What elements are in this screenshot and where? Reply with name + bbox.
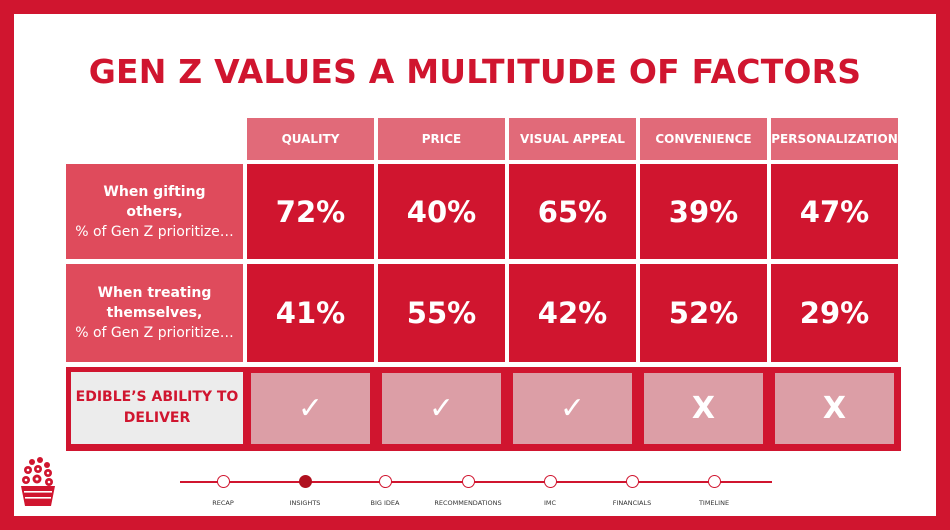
column-header-personalization: PERSONALIZATION	[771, 118, 898, 160]
timeline-step-insights[interactable]	[299, 475, 312, 488]
value-cell: 40%	[378, 164, 505, 259]
timeline-step-big-idea[interactable]	[379, 475, 392, 488]
x-mark-icon: X	[775, 373, 894, 444]
check-mark-icon: ✓	[382, 373, 501, 444]
timeline-step-recap[interactable]	[217, 475, 230, 488]
timeline-step-imc[interactable]	[544, 475, 557, 488]
check-mark-icon: ✓	[513, 373, 632, 444]
value-cell: 55%	[378, 264, 505, 362]
timeline-label-timeline: TIMELINE	[698, 499, 730, 507]
slide-title: GEN Z VALUES A MULTITUDE OF FACTORS	[88, 52, 862, 91]
row-label-gifting: When gifting others, % of Gen Z prioriti…	[66, 164, 243, 259]
row-label-bold: When gifting others,	[103, 183, 206, 220]
value-cell: 39%	[640, 164, 767, 259]
column-header-convenience: CONVENIENCE	[640, 118, 767, 160]
value-cell: 41%	[247, 264, 374, 362]
timeline-step-timeline[interactable]	[708, 475, 721, 488]
timeline-label-big-idea: BIG IDEA	[370, 499, 400, 507]
column-header-quality: QUALITY	[247, 118, 374, 160]
timeline-label-recommendations: RECOMMENDATIONS	[434, 499, 502, 507]
timeline-label-insights: INSIGHTS	[289, 499, 321, 507]
row-label-regular: % of Gen Z prioritize…	[75, 223, 234, 240]
timeline-label-imc: IMC	[543, 499, 557, 507]
value-cell: 47%	[771, 164, 898, 259]
timeline-step-recommendations[interactable]	[462, 475, 475, 488]
value-cell: 65%	[509, 164, 636, 259]
timeline-label-financials: FINANCIALS	[612, 499, 652, 507]
column-header-price: PRICE	[378, 118, 505, 160]
row-label-treating: When treating themselves, % of Gen Z pri…	[66, 264, 243, 362]
deliver-label: EDIBLE’S ABILITY TO DELIVER	[71, 372, 243, 444]
timeline-bar	[180, 481, 772, 483]
value-cell: 42%	[509, 264, 636, 362]
value-cell: 72%	[247, 164, 374, 259]
x-mark-icon: X	[644, 373, 763, 444]
row-label-regular: % of Gen Z prioritize…	[75, 325, 234, 341]
timeline-step-financials[interactable]	[626, 475, 639, 488]
value-cell: 29%	[771, 264, 898, 362]
timeline-label-recap: RECAP	[212, 499, 234, 507]
flower-basket-logo-icon	[21, 457, 55, 506]
column-header-visual-appeal: VISUAL APPEAL	[509, 118, 636, 160]
row-label-bold: When treating themselves,	[97, 285, 212, 321]
check-mark-icon: ✓	[251, 373, 370, 444]
value-cell: 52%	[640, 264, 767, 362]
